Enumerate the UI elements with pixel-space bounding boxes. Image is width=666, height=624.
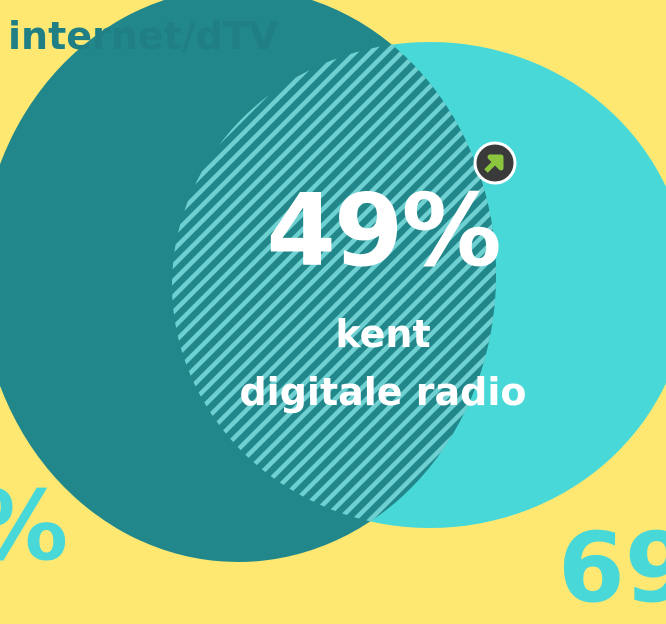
number-fragment-right: 69 xyxy=(558,512,666,624)
percent-fragment-left: % xyxy=(0,470,68,582)
arrow-up-right-icon xyxy=(473,141,517,185)
label-internet-dtv: internet/dTV xyxy=(8,14,279,58)
venn-diagram xyxy=(0,0,666,562)
caption-line-1: kent xyxy=(335,312,431,356)
percentage-value: 49% xyxy=(266,172,501,289)
overlap-hatched-region xyxy=(172,42,496,528)
caption-line-2: digitale radio xyxy=(239,370,527,414)
